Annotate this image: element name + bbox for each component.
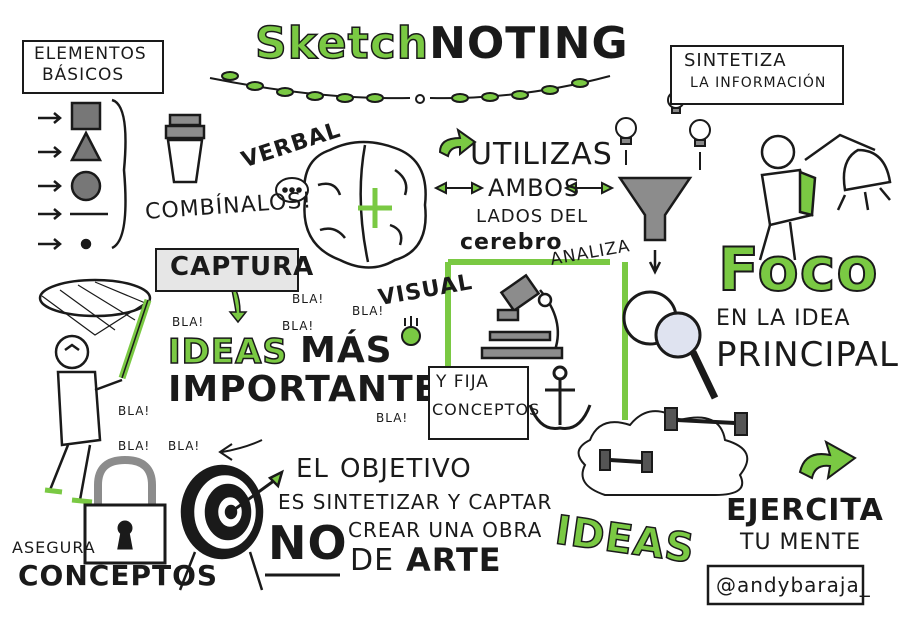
elementos-line2: BÁSICOS bbox=[42, 65, 125, 85]
objetivo-line3: CREAR UNA OBRA bbox=[348, 518, 543, 542]
bla-7: BLA! bbox=[118, 439, 151, 453]
basic-shapes bbox=[38, 98, 127, 250]
curved-arrow-icon-2 bbox=[798, 439, 857, 481]
foco-line2: EN LA IDEA bbox=[716, 306, 851, 331]
bla-4: BLA! bbox=[352, 304, 385, 318]
curved-arrow-icon bbox=[438, 127, 477, 158]
ideas-mas-line1a: IDEAS bbox=[167, 332, 288, 372]
author-handle: @andybaraja_ bbox=[716, 573, 871, 597]
utilizas-line1: UTILIZAS bbox=[470, 137, 613, 172]
objetivo-de: DE bbox=[350, 543, 395, 578]
fija-box bbox=[428, 366, 529, 440]
sintetiza-line1: SINTETIZA bbox=[684, 50, 787, 71]
bla-5: BLA! bbox=[118, 404, 151, 418]
brain-icon bbox=[303, 140, 427, 269]
laurel-decoration bbox=[209, 71, 611, 104]
title-part1: Sketch bbox=[254, 18, 430, 69]
ideas-mas-line1b: MÁS bbox=[300, 330, 393, 371]
bla-8: BLA! bbox=[168, 439, 201, 453]
title-part2: NOTING bbox=[429, 18, 629, 69]
utilizas-line2: AMBOS bbox=[488, 174, 581, 202]
bla-6: BLA! bbox=[376, 411, 409, 425]
padlock-icon bbox=[83, 455, 167, 565]
elementos-line1: ELEMENTOS bbox=[34, 44, 147, 64]
cloud-dumbbell-icon bbox=[577, 407, 749, 496]
title: SketchNOTING bbox=[254, 21, 629, 67]
frame-lines bbox=[445, 259, 628, 420]
utilizas-line4: cerebro bbox=[460, 230, 563, 255]
anchor-icon bbox=[528, 365, 592, 431]
captura-label: CAPTURA bbox=[170, 252, 315, 282]
captura-banner bbox=[155, 248, 299, 292]
objetivo-line1a: EL bbox=[296, 454, 329, 484]
funnel-icon bbox=[617, 176, 693, 275]
figure-with-lamp bbox=[758, 133, 892, 261]
fija-line2: CONCEPTOS bbox=[432, 400, 541, 419]
arrow-down-icon bbox=[228, 289, 248, 324]
ejercita-line1: EJERCITA bbox=[726, 493, 884, 528]
double-arrow-icon bbox=[433, 181, 615, 195]
foco-line1: Foco bbox=[717, 235, 879, 305]
foco-line3: PRINCIPAL bbox=[716, 335, 899, 375]
fija-line1: Y FIJA bbox=[436, 372, 489, 392]
sintetiza-box bbox=[670, 45, 844, 105]
speech-bubble-icon bbox=[275, 177, 309, 203]
shaker-icon bbox=[164, 113, 206, 184]
butterfly-net-figure bbox=[38, 278, 152, 505]
eye-icon bbox=[401, 316, 421, 346]
sintetiza-line2: LA INFORMACIÓN bbox=[690, 75, 827, 91]
author-box-border bbox=[706, 564, 865, 606]
objetivo-line1b: OBJETIVO bbox=[340, 454, 472, 484]
bla-1: BLA! bbox=[292, 292, 325, 306]
objetivo-arte: ARTE bbox=[406, 541, 502, 579]
arrow-left-icon bbox=[218, 439, 263, 461]
objetivo-no: NO bbox=[268, 516, 348, 570]
asegura-line2: CONCEPTOS bbox=[18, 559, 219, 592]
microscope-icon bbox=[480, 273, 564, 360]
asegura-line1: ASEGURA bbox=[12, 538, 96, 557]
bla-3: BLA! bbox=[282, 319, 315, 333]
objetivo-line2: ES SINTETIZAR Y CAPTAR bbox=[278, 490, 553, 514]
magnifier-icon bbox=[622, 290, 719, 400]
bla-2: BLA! bbox=[172, 315, 205, 329]
ejercita-line2: TU MENTE bbox=[740, 530, 862, 555]
elementos-sign bbox=[22, 40, 164, 94]
target-icon bbox=[178, 464, 284, 591]
utilizas-line3: LADOS DEL bbox=[476, 206, 589, 227]
ideas-mas-line2: IMPORTANTES bbox=[168, 369, 467, 410]
